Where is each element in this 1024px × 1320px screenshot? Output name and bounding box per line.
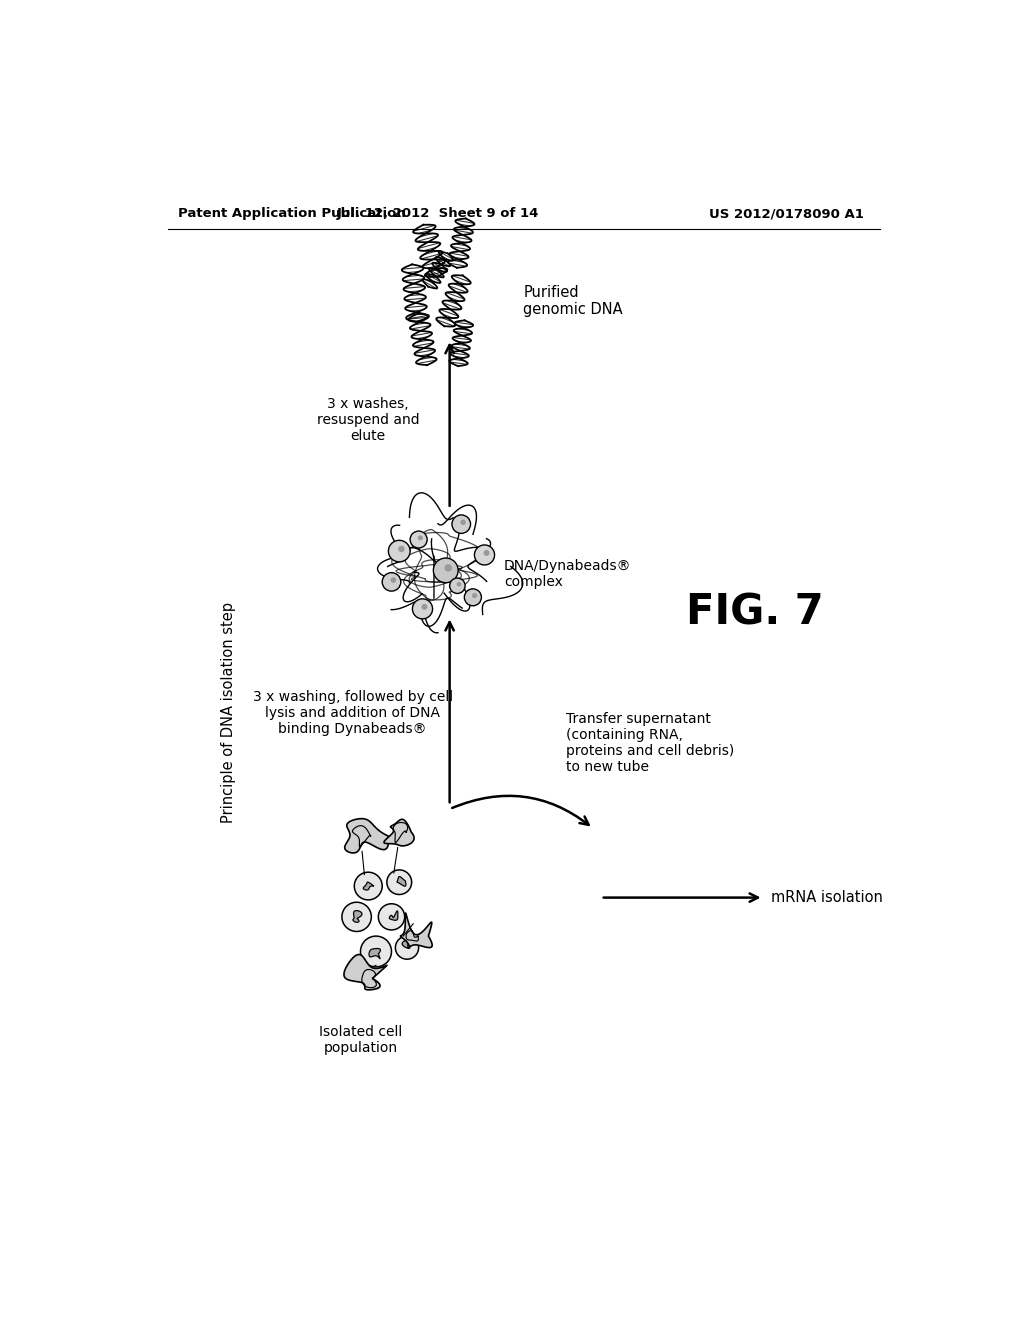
Polygon shape [369, 949, 381, 958]
Circle shape [398, 545, 404, 552]
Polygon shape [344, 954, 387, 990]
Circle shape [410, 531, 427, 548]
Text: Patent Application Publication: Patent Application Publication [178, 207, 407, 220]
Text: DNA/Dynabeads®
complex: DNA/Dynabeads® complex [504, 560, 632, 589]
Polygon shape [353, 911, 361, 923]
Circle shape [418, 536, 423, 540]
Text: Isolated cell
population: Isolated cell population [318, 1024, 402, 1055]
Circle shape [450, 578, 465, 594]
Circle shape [457, 582, 461, 586]
Text: Purified
genomic DNA: Purified genomic DNA [523, 285, 623, 317]
Circle shape [433, 558, 458, 582]
Polygon shape [345, 818, 388, 853]
Polygon shape [384, 820, 414, 846]
Circle shape [354, 873, 382, 900]
Circle shape [390, 577, 396, 583]
Polygon shape [364, 882, 374, 890]
Circle shape [464, 589, 481, 606]
Circle shape [474, 545, 495, 565]
Circle shape [444, 564, 452, 572]
Text: FIG. 7: FIG. 7 [686, 591, 823, 634]
Text: Jul. 12, 2012  Sheet 9 of 14: Jul. 12, 2012 Sheet 9 of 14 [337, 207, 540, 220]
Text: 3 x washing, followed by cell
lysis and addition of DNA
binding Dynabeads®: 3 x washing, followed by cell lysis and … [253, 689, 453, 737]
Polygon shape [397, 876, 406, 886]
Polygon shape [400, 913, 432, 948]
Text: Transfer supernatant
(containing RNA,
proteins and cell debris)
to new tube: Transfer supernatant (containing RNA, pr… [566, 711, 734, 775]
Circle shape [360, 936, 391, 966]
Text: mRNA isolation: mRNA isolation [771, 890, 883, 906]
Circle shape [342, 903, 372, 932]
Circle shape [378, 904, 404, 929]
Circle shape [395, 936, 419, 960]
Circle shape [422, 603, 428, 610]
Circle shape [413, 599, 432, 619]
Circle shape [388, 540, 410, 562]
Circle shape [382, 573, 400, 591]
Polygon shape [389, 911, 398, 920]
Circle shape [387, 870, 412, 895]
Text: 3 x washes,
resuspend and
elute: 3 x washes, resuspend and elute [317, 397, 420, 444]
Text: US 2012/0178090 A1: US 2012/0178090 A1 [710, 207, 864, 220]
Circle shape [483, 550, 489, 556]
Circle shape [452, 515, 471, 533]
Circle shape [472, 593, 477, 598]
Text: Principle of DNA isolation step: Principle of DNA isolation step [221, 602, 237, 824]
Circle shape [461, 520, 466, 525]
Polygon shape [402, 941, 410, 948]
